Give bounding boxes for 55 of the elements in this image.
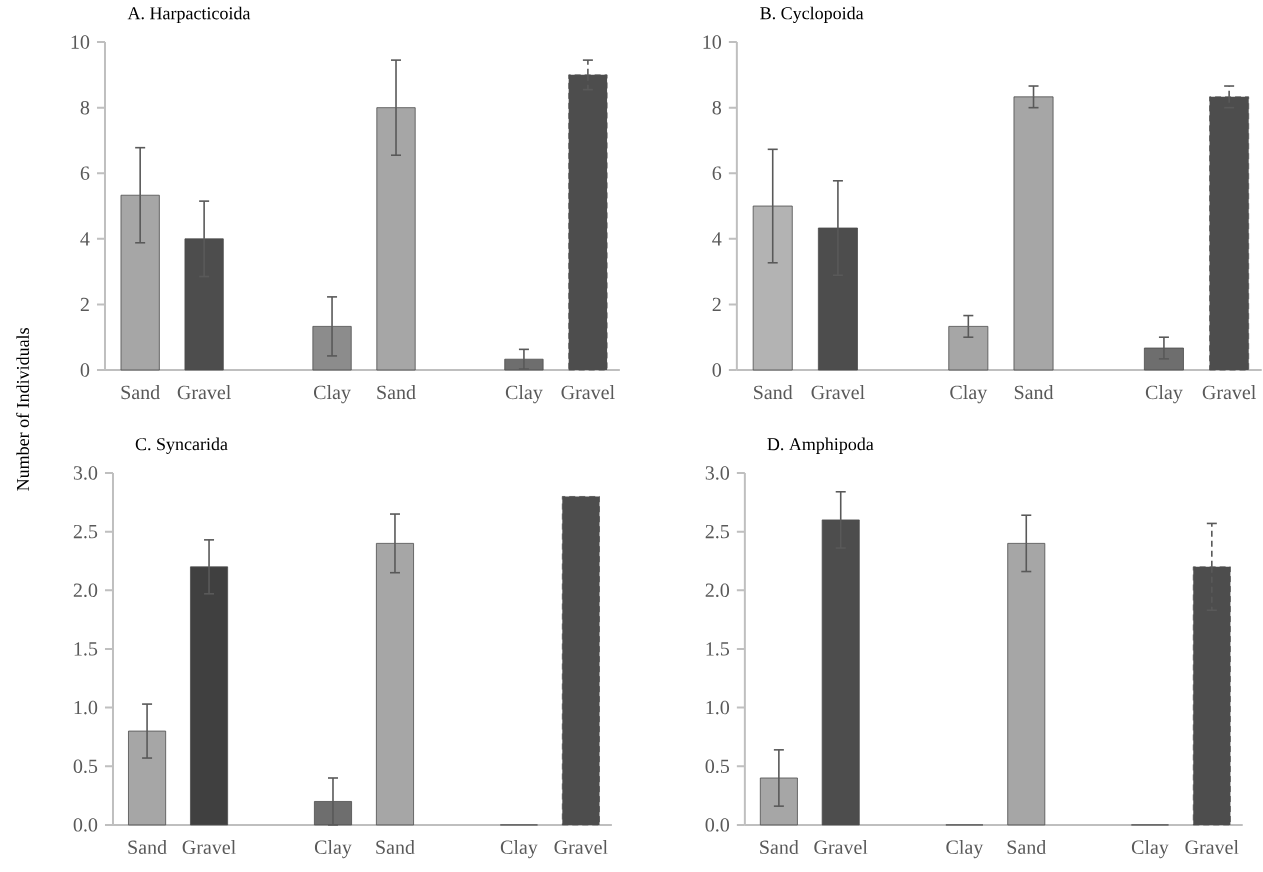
- y-tick-label: 2.5: [705, 524, 730, 539]
- x-tick-label: Gravel: [177, 385, 231, 400]
- x-tick-label: Clay: [500, 840, 538, 859]
- y-tick-label: 0: [80, 363, 90, 377]
- chart-title: C. Syncarida: [135, 437, 228, 454]
- y-tick-label: 0.0: [705, 818, 730, 832]
- x-tick-label: Sand: [376, 840, 415, 855]
- x-tick-label: Clay: [314, 840, 352, 859]
- chart-title: A. Harpacticoida: [127, 6, 251, 24]
- y-tick-label: 0.5: [73, 759, 98, 774]
- y-tick-label: 1.5: [706, 642, 730, 656]
- y-tick-label: 0.0: [73, 818, 98, 832]
- x-tick-label: Sand: [1014, 385, 1054, 400]
- x-tick-label: Sand: [760, 840, 799, 855]
- x-tick-label: Clay: [505, 385, 543, 404]
- y-tick-label: 2: [712, 297, 721, 312]
- y-tick-label: 2: [80, 297, 89, 312]
- x-tick-label: Sand: [121, 385, 160, 400]
- y-tick-label: 6: [712, 166, 722, 181]
- x-tick-label: Clay: [313, 385, 351, 404]
- x-tick-label: Gravel: [1202, 385, 1256, 400]
- y-axis-title: Number of Individuals: [16, 328, 30, 491]
- chart-title: D. Amphipoda: [767, 437, 874, 454]
- x-tick-label: Sand: [1007, 840, 1047, 855]
- y-tick-label: 1.5: [74, 642, 98, 656]
- x-tick-label: Sand: [377, 385, 416, 400]
- y-tick-label: 4: [712, 232, 722, 246]
- x-tick-label: Gravel: [554, 840, 608, 855]
- y-tick-label: 2.0: [73, 583, 98, 598]
- y-tick-label: 4: [80, 232, 90, 246]
- x-tick-label: Sand: [754, 385, 793, 400]
- x-tick-label: Gravel: [811, 385, 865, 400]
- y-tick-label: 0: [712, 363, 722, 377]
- x-tick-label: Clay: [1131, 840, 1169, 859]
- y-tick-label: 1.0: [74, 700, 98, 715]
- x-tick-label: Gravel: [814, 840, 868, 855]
- y-tick-label: 10: [71, 35, 90, 49]
- y-tick-label: 2.5: [73, 524, 98, 539]
- y-tick-label: 1.0: [706, 700, 730, 715]
- x-tick-label: Gravel: [182, 840, 236, 855]
- y-tick-label: 8: [80, 100, 90, 115]
- y-tick-label: 2.0: [705, 583, 730, 598]
- x-tick-label: Gravel: [1185, 840, 1239, 855]
- x-tick-label: Sand: [128, 840, 167, 855]
- x-tick-label: Clay: [946, 840, 984, 859]
- y-tick-label: 8: [712, 100, 722, 115]
- y-tick-label: 10: [703, 35, 722, 49]
- y-tick-label: 3.0: [73, 466, 98, 480]
- y-tick-label: 0.5: [705, 759, 730, 774]
- y-tick-label: 3.0: [705, 466, 730, 480]
- y-tick-label: 6: [80, 166, 90, 181]
- x-tick-label: Clay: [950, 385, 988, 404]
- chart-title: B. Cyclopoida: [760, 6, 864, 24]
- x-tick-label: Clay: [1145, 385, 1183, 404]
- x-tick-label: Gravel: [561, 385, 615, 400]
